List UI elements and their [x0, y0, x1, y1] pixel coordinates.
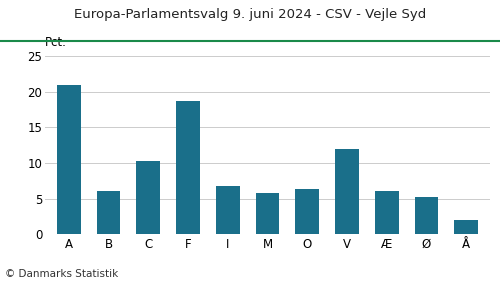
Bar: [176, 101, 200, 234]
Text: Europa-Parlamentsvalg 9. juni 2024 - CSV - Vejle Syd: Europa-Parlamentsvalg 9. juni 2024 - CSV…: [74, 8, 426, 21]
Text: Pct.: Pct.: [45, 36, 67, 49]
Bar: [454, 220, 478, 234]
Bar: [256, 193, 280, 234]
Bar: [335, 149, 359, 234]
Bar: [375, 191, 398, 234]
Bar: [296, 189, 319, 234]
Text: © Danmarks Statistik: © Danmarks Statistik: [5, 269, 118, 279]
Bar: [136, 161, 160, 234]
Bar: [216, 186, 240, 234]
Bar: [57, 85, 81, 234]
Bar: [414, 197, 438, 234]
Bar: [96, 191, 120, 234]
